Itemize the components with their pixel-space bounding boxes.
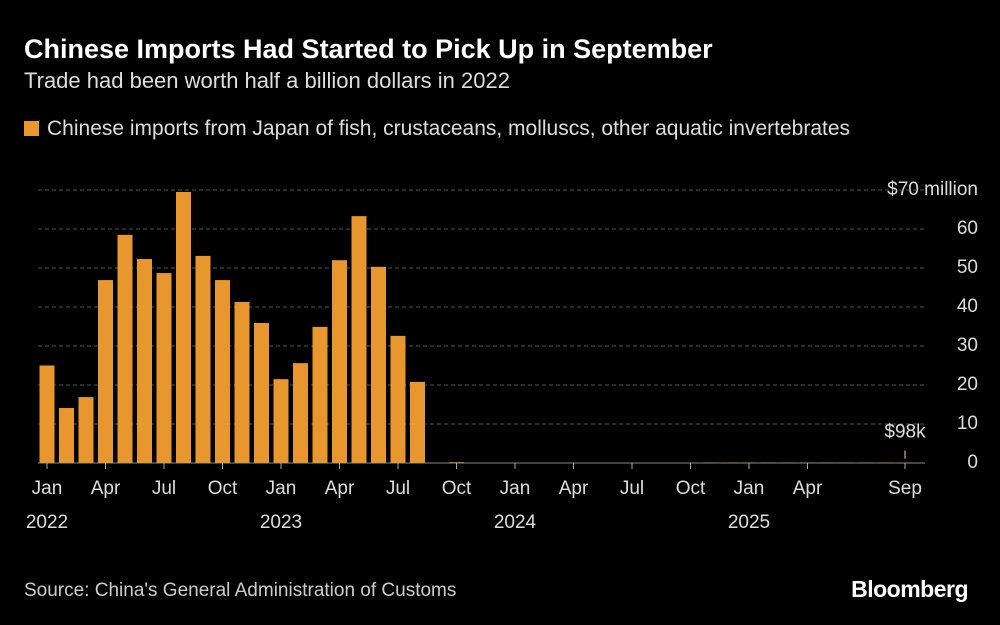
bar bbox=[351, 216, 367, 463]
x-tick-label: Apr bbox=[91, 478, 121, 499]
x-year-label: 2025 bbox=[728, 512, 770, 533]
bar bbox=[176, 191, 191, 463]
bar bbox=[117, 234, 133, 463]
bar bbox=[449, 462, 464, 463]
bar bbox=[156, 273, 172, 463]
x-tick-label: Jan bbox=[266, 478, 297, 499]
bar bbox=[410, 381, 425, 463]
x-tick-label: Jul bbox=[620, 478, 644, 499]
y-tick-label: 60 bbox=[957, 218, 978, 239]
bar bbox=[273, 379, 289, 463]
bar bbox=[39, 365, 55, 463]
bar bbox=[254, 322, 269, 463]
legend-swatch bbox=[24, 121, 39, 136]
legend-label: Chinese imports from Japan of fish, crus… bbox=[47, 117, 851, 140]
x-tick-label: Apr bbox=[559, 478, 589, 499]
legend: Chinese imports from Japan of fish, crus… bbox=[24, 116, 884, 142]
x-tick-label: Jan bbox=[734, 478, 765, 499]
x-tick-label: Apr bbox=[325, 478, 355, 499]
value-label: $98k bbox=[884, 422, 926, 443]
brand-logo: Bloomberg bbox=[851, 576, 968, 602]
x-year-label: 2023 bbox=[260, 512, 302, 533]
x-year-label: 2024 bbox=[494, 512, 537, 533]
x-year-label: 2022 bbox=[26, 512, 68, 533]
bar bbox=[390, 335, 406, 463]
x-tick-label: Oct bbox=[442, 478, 472, 499]
chart-title: Chinese Imports Had Started to Pick Up i… bbox=[24, 34, 713, 64]
x-tick-label: Oct bbox=[208, 478, 238, 499]
y-tick-label: $70 million bbox=[887, 179, 978, 200]
bar bbox=[98, 280, 113, 463]
x-tick-label: Jul bbox=[386, 478, 410, 499]
bar bbox=[371, 266, 386, 463]
bar bbox=[332, 260, 347, 463]
x-tick-label: Jan bbox=[32, 478, 63, 499]
bar bbox=[234, 301, 250, 463]
chart-subtitle: Trade had been worth half a billion doll… bbox=[24, 68, 510, 93]
y-tick-label: 0 bbox=[967, 452, 978, 473]
bar bbox=[312, 326, 328, 463]
bar bbox=[293, 363, 308, 463]
x-tick-label: Sep bbox=[888, 478, 922, 499]
y-tick-label: 10 bbox=[957, 413, 978, 434]
y-tick-label: 40 bbox=[957, 296, 978, 317]
bar bbox=[137, 259, 152, 463]
x-tick-label: Jan bbox=[500, 478, 531, 499]
bar bbox=[195, 255, 211, 463]
source: Source: China's General Administration o… bbox=[24, 580, 457, 601]
y-tick-label: 30 bbox=[957, 335, 978, 356]
x-tick-label: Oct bbox=[676, 478, 706, 499]
bar bbox=[59, 408, 74, 463]
x-tick-label: Apr bbox=[793, 478, 823, 499]
y-tick-label: 50 bbox=[957, 257, 978, 278]
bar bbox=[78, 397, 94, 463]
y-tick-label: 20 bbox=[957, 374, 978, 395]
bar bbox=[215, 280, 230, 463]
x-tick-label: Jul bbox=[152, 478, 176, 499]
